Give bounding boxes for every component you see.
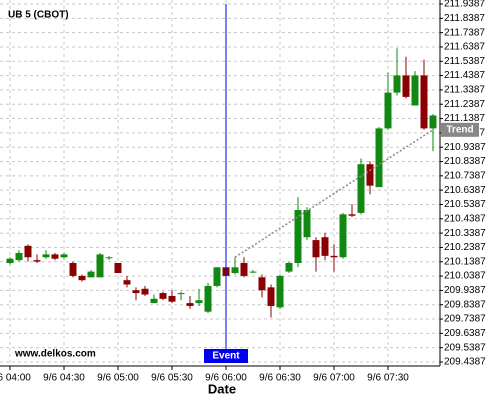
chart-title: UB 5 (CBOT) [8, 10, 69, 21]
y-tick-label: 211.5387 [444, 56, 485, 67]
trend-label-box [441, 122, 479, 137]
candle-body [159, 293, 167, 299]
y-tick-label: 210.1387 [444, 256, 486, 267]
watermark: www.delkos.com [14, 349, 96, 360]
event-label-box [204, 349, 248, 363]
y-tick-label: 211.3387 [444, 85, 485, 96]
candle-body [411, 75, 419, 106]
y-tick-label: 209.7387 [444, 314, 486, 325]
candle-body [348, 214, 356, 216]
candle-body [285, 263, 293, 272]
candle-body [384, 92, 392, 129]
x-tick-label: 9/6 05:30 [151, 373, 193, 384]
candle-body [51, 254, 59, 259]
candle-body [195, 300, 203, 304]
candle-body [114, 263, 122, 274]
x-tick-label: 9/6 05:00 [97, 373, 139, 384]
candle-body [294, 210, 302, 264]
candle-body [132, 290, 140, 294]
candle-body [60, 254, 68, 258]
candle-body [429, 115, 437, 129]
y-tick-label: 209.9387 [444, 285, 486, 296]
y-tick-label: 210.8387 [444, 156, 486, 167]
candle-body [78, 275, 86, 281]
y-tick-label: 209.8387 [444, 299, 486, 310]
candle-body [420, 75, 428, 129]
y-tick-label: 211.1387 [444, 113, 485, 124]
candle-body [150, 298, 158, 304]
x-tick-label: 9/6 06:30 [259, 373, 301, 384]
candle-body [339, 214, 347, 258]
y-tick-label: 209.5387 [444, 342, 486, 353]
y-tick-label: 211.7387 [444, 27, 485, 38]
candle-body [42, 254, 50, 258]
x-tick-label: 9/6 04:00 [0, 373, 31, 384]
candle-body [6, 258, 14, 264]
candle-body [276, 275, 284, 308]
x-axis-title: Date [208, 381, 236, 396]
candle-body [321, 237, 329, 256]
trend-label: Trend [446, 124, 473, 135]
y-tick-label: 210.0387 [444, 271, 486, 282]
y-tick-label: 210.9387 [444, 142, 486, 153]
candle-body [249, 271, 257, 273]
candle-body [15, 252, 23, 261]
y-tick-label: 210.5387 [444, 199, 486, 210]
y-tick-label: 210.4387 [444, 213, 486, 224]
y-tick-label: 210.7387 [444, 170, 486, 181]
x-tick-label: 9/6 04:30 [43, 373, 85, 384]
grid [0, 0, 440, 366]
candle-body [375, 128, 383, 188]
candle-body [213, 267, 221, 286]
event-label: Event [212, 351, 240, 362]
candle-body [240, 263, 248, 276]
candle-body [123, 280, 131, 285]
candle-body [141, 288, 149, 295]
candle-body [312, 240, 320, 258]
y-tick-label: 209.6387 [444, 328, 486, 339]
plot-area [0, 0, 440, 366]
y-tick-label: 211.2387 [444, 99, 485, 110]
y-tick-label: 210.3387 [444, 228, 486, 239]
candle-body [33, 260, 41, 262]
candle-body [357, 164, 365, 213]
candle-body [366, 164, 374, 186]
x-tick-label: 9/6 07:00 [313, 373, 355, 384]
candle-body [303, 210, 311, 238]
candle-body [69, 263, 77, 276]
candle-body [186, 303, 194, 306]
x-tick-label: 9/6 07:30 [367, 373, 409, 384]
candle-body [177, 293, 185, 295]
x-tick-label: 9/6 06:00 [205, 373, 247, 384]
candle-body [96, 254, 104, 278]
candle-body [168, 295, 176, 302]
y-tick-label: 211.4387 [444, 70, 485, 81]
y-tick-label: 211.8387 [444, 13, 485, 24]
candle-body [105, 257, 113, 259]
y-tick-label: 209.4387 [444, 357, 486, 368]
y-tick-label: 210.6387 [444, 185, 486, 196]
candle-body [402, 75, 410, 97]
y-tick-label: 211.6387 [444, 42, 485, 53]
candle-body [393, 75, 401, 93]
y-tick-label: 210.2387 [444, 242, 486, 253]
candle-body [258, 277, 266, 291]
candles [6, 48, 437, 318]
candle-body [267, 287, 275, 306]
candle-body [24, 245, 32, 258]
candle-body [204, 285, 212, 312]
y-tick-label: 211.9387 [444, 0, 485, 10]
candle-body [231, 267, 239, 274]
candle-body [330, 255, 338, 258]
candle-body [87, 271, 95, 278]
trend-line [234, 129, 434, 258]
